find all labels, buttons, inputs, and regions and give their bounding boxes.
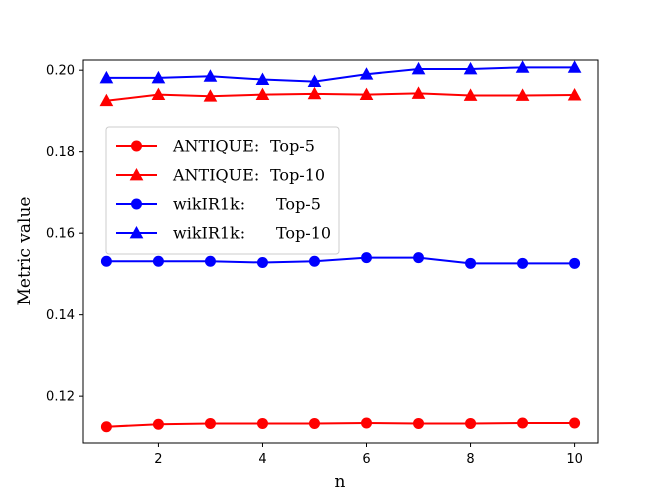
data-point [361,417,373,429]
legend-dataset-label: wikIR1k: [173,224,245,243]
y-tick-label: 0.12 [46,390,75,405]
legend-swatch-marker [129,225,144,239]
x-tick-label: 4 [258,452,266,467]
legend-metric-label: Top-5 [270,137,315,156]
data-point [308,255,320,267]
legend-dataset-label: ANTIQUE: [172,166,259,185]
data-point [463,88,478,101]
x-tick-label: 2 [154,452,162,467]
data-point [307,74,322,88]
plot-frame [82,59,599,444]
legend-swatch-marker [131,198,142,210]
legend: ANTIQUE: Top-5 ANTIQUE: Top-10 wikIR1k: Top-5… [105,126,340,255]
data-point [203,69,218,82]
data-point [256,417,268,429]
data-point [152,418,164,430]
legend-dataset-label: wikIR1k: [173,195,245,214]
data-point [569,257,581,269]
data-point [151,87,166,101]
data-point [203,89,218,102]
legend-metric-label: Top-10 [276,224,331,243]
data-point [411,61,426,75]
data-point [255,72,270,85]
series-3 [100,252,581,269]
data-point [359,67,374,80]
data-point [517,257,529,269]
data-point [569,417,581,429]
legend-entry: ANTIQUE: Top-5 [116,137,315,156]
data-point [515,60,530,73]
data-point [361,252,373,264]
x-tick-label: 10 [566,452,583,467]
x-axis-ticks: 2 4 6 8 10 [154,443,583,467]
data-point [99,70,114,84]
data-point [204,417,216,429]
legend-dataset-label: ANTIQUE: [172,137,259,156]
legend-metric-label: Top-10 [270,166,325,185]
x-tick-label: 8 [466,452,474,467]
data-point [152,255,164,267]
data-point [567,60,582,73]
data-point [151,70,166,84]
data-point [463,61,478,75]
data-point [307,86,322,100]
y-tick-label: 0.18 [46,145,75,160]
legend-metric-label: Top-5 [276,195,321,214]
y-axis-title: Metric value [15,197,35,306]
series-layer [99,60,582,433]
legend-entry: ANTIQUE: Top-10 [116,166,325,185]
x-axis-title: n [335,472,346,492]
data-point [256,257,268,269]
legend-entry: wikIR1k: Top-5 [116,195,321,214]
series-2 [99,86,582,107]
data-point [255,87,270,101]
series-line [106,92,575,102]
series-4 [99,60,582,88]
series-line [106,66,575,83]
y-axis-ticks: 0.12 0.14 0.16 0.18 0.20 [46,64,83,405]
data-point [567,88,582,101]
y-tick-label: 0.20 [46,64,75,79]
data-point [413,252,425,264]
series-line [106,256,575,265]
legend-frame [105,126,340,255]
data-point [204,255,216,267]
series-1 [100,417,581,433]
legend-swatch-marker [131,140,142,152]
data-point [99,93,114,107]
data-point [359,87,374,101]
data-point [465,417,477,429]
data-point [308,417,320,429]
x-tick-label: 6 [362,452,370,467]
data-point [517,417,529,429]
legend-swatch-marker [129,167,144,181]
y-tick-label: 0.16 [46,227,75,242]
data-point [100,255,112,267]
data-point [411,86,426,99]
data-point [100,421,112,433]
data-point [515,88,530,101]
y-tick-label: 0.14 [46,308,75,323]
legend-entry: wikIR1k: Top-10 [116,224,331,243]
series-line [106,422,575,428]
data-point [465,257,477,269]
data-point [413,417,425,429]
